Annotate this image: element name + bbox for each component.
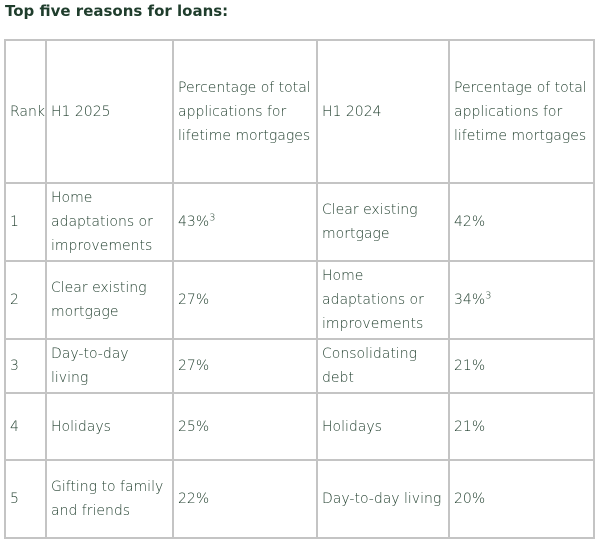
cell-text: 34% <box>454 292 486 308</box>
table-cell: 21% <box>448 338 595 394</box>
table-row: 2 Clear existing mortgage 27% Home adaptati… <box>4 260 595 340</box>
table-cell: Home adaptations or improvements <box>316 260 450 340</box>
table-cell: 3 <box>4 338 47 394</box>
table-row: 5 Gifting to family and friends 22% Day-to-… <box>4 459 595 539</box>
page: Top five reasons for loans: Rank H1 2025 P… <box>4 2 595 539</box>
table-cell: 42% <box>448 182 595 262</box>
table-cell: 21% <box>448 392 595 461</box>
header-cell: Rank <box>4 39 47 184</box>
table: Rank H1 2025 Percentage of total applicati… <box>4 39 595 539</box>
table-cell: Home adaptations or improvements <box>45 182 174 262</box>
table-cell: 43%3 <box>172 182 318 262</box>
table-cell: Gifting to family and friends <box>45 459 174 539</box>
table-row: 3 Day-to-day living 27% Consolidating debt 2… <box>4 338 595 394</box>
header-cell: H1 2025 <box>45 39 174 184</box>
table-cell: Consolidating debt <box>316 338 450 394</box>
header-row: Rank H1 2025 Percentage of total applicati… <box>4 39 595 184</box>
table-cell: Holidays <box>45 392 174 461</box>
table-cell: Day-to-day living <box>316 459 450 539</box>
table-cell: Day-to-day living <box>45 338 174 394</box>
cell-text: 43% <box>178 214 210 230</box>
table-cell: 1 <box>4 182 47 262</box>
table-row: 1 Home adaptations or improvements 43%3 Cle… <box>4 182 595 262</box>
table-cell: 22% <box>172 459 318 539</box>
table-cell: 2 <box>4 260 47 340</box>
table-cell: 27% <box>172 338 318 394</box>
footnote-ref: 3 <box>485 290 492 302</box>
table-cell: Clear existing mortgage <box>316 182 450 262</box>
footnote-ref: 3 <box>209 212 216 224</box>
header-cell: H1 2024 <box>316 39 450 184</box>
table-row: 4 Holidays 25% Holidays 21% <box>4 392 595 461</box>
table-cell: Holidays <box>316 392 450 461</box>
table-cell: 25% <box>172 392 318 461</box>
header-cell: Percentage of total applications for lif… <box>172 39 318 184</box>
table-cell: 34%3 <box>448 260 595 340</box>
table-cell: Clear existing mortgage <box>45 260 174 340</box>
table-cell: 5 <box>4 459 47 539</box>
header-cell: Percentage of total applications for lif… <box>448 39 595 184</box>
table-cell: 27% <box>172 260 318 340</box>
table-cell: 20% <box>448 459 595 539</box>
table-cell: 4 <box>4 392 47 461</box>
title: Top five reasons for loans: <box>5 2 229 20</box>
